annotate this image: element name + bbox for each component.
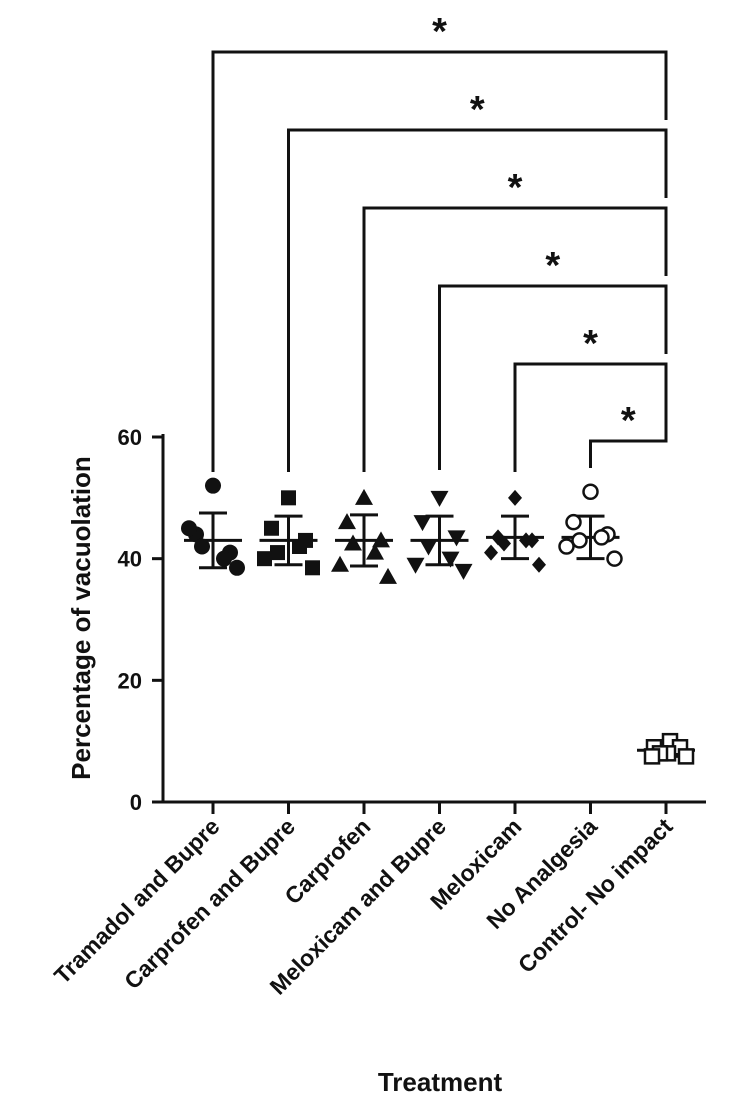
data-point-6-4 — [571, 532, 588, 549]
data-point-3-5 — [366, 543, 384, 560]
data-point-2-2 — [264, 520, 279, 536]
data-point-2-6 — [257, 551, 272, 567]
data-point-4-3 — [447, 530, 466, 547]
data-point-1-4 — [194, 538, 210, 555]
axes — [161, 434, 706, 804]
y-axis-title: Percentage of vacuolation — [66, 456, 96, 780]
data-point-3-6 — [331, 555, 349, 572]
data-point-4-4 — [419, 539, 438, 556]
data-point-6-5 — [593, 529, 610, 546]
data-point-5-7 — [532, 556, 546, 573]
data-point-5-5 — [519, 532, 533, 549]
data-point-5-4 — [497, 535, 511, 552]
data-point-4-7 — [454, 563, 473, 580]
data-point-3-4 — [344, 534, 362, 551]
data-point-5-6 — [484, 544, 498, 561]
bracket-2 — [287, 128, 668, 472]
data-point-4-1 — [430, 490, 449, 507]
data-point-3-3 — [372, 531, 390, 548]
significance-star-4: * — [545, 245, 560, 287]
data-point-3-1 — [355, 488, 373, 505]
significance-star-5: * — [583, 323, 598, 365]
data-point-5-1 — [508, 489, 522, 506]
y-ticks: 0 20 40 60 — [118, 425, 163, 815]
data-point-3-7 — [379, 567, 397, 584]
error-bars — [184, 511, 695, 758]
x-axis-title: Treatment — [378, 1067, 503, 1097]
bracket-5 — [513, 362, 668, 472]
significance-brackets: * * * * * * — [211, 11, 668, 472]
data-point-1-6 — [181, 520, 197, 537]
bracket-3 — [362, 206, 668, 472]
data-point-6-6 — [558, 538, 575, 555]
data-point-1-5 — [216, 550, 232, 567]
data-point-6-2 — [565, 513, 582, 531]
y-tick-label-40: 40 — [118, 547, 142, 572]
data-point-2-5 — [292, 539, 307, 554]
data-point-7-6 — [677, 748, 695, 765]
data-point-6-1 — [582, 483, 599, 500]
data-point-1-1 — [205, 477, 221, 494]
data-point-2-7 — [305, 560, 320, 576]
significance-star-2: * — [470, 89, 485, 131]
data-point-1-7 — [229, 559, 245, 576]
bracket-6 — [589, 422, 668, 468]
data-point-6-7 — [606, 550, 623, 567]
data-point-7-7 — [643, 748, 661, 765]
y-tick-label-60: 60 — [118, 425, 142, 450]
significance-star-1: * — [432, 11, 447, 53]
data-point-4-5 — [441, 551, 460, 568]
significance-star-6: * — [621, 400, 636, 442]
significance-star-3: * — [508, 167, 523, 209]
data-point-3-2 — [338, 513, 356, 530]
y-tick-label-20: 20 — [118, 668, 142, 693]
data-point-4-6 — [406, 557, 425, 574]
bracket-4 — [438, 284, 668, 470]
data-point-2-4 — [270, 545, 285, 561]
y-tick-label-0: 0 — [130, 790, 142, 815]
bracket-1 — [211, 50, 668, 472]
data-points — [181, 477, 695, 765]
data-point-2-1 — [281, 490, 296, 506]
data-point-4-2 — [413, 515, 432, 532]
